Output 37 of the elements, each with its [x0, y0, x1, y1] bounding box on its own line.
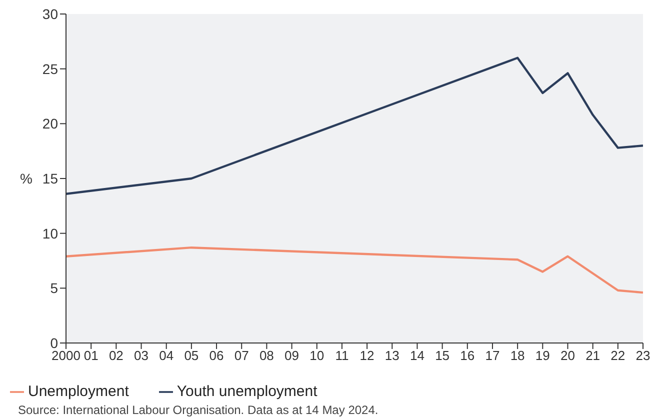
y-tick-label: 25	[42, 60, 58, 77]
x-tick-label: 11	[335, 348, 349, 364]
y-tick-label: 5	[50, 280, 58, 296]
line-series	[66, 56, 643, 195]
x-tick-label: 20	[560, 348, 575, 364]
x-tick-label: 04	[159, 348, 174, 364]
legend-label: Unemployment	[28, 383, 129, 400]
x-tick-label: 06	[209, 348, 224, 364]
y-tick-label: 10	[42, 225, 58, 242]
x-tick-label: 03	[134, 348, 148, 364]
y-axis-title: %	[20, 170, 32, 186]
x-tick-label: 07	[234, 348, 249, 364]
x-tick-label: 13	[384, 348, 400, 364]
x-tick-label: 05	[184, 348, 199, 364]
x-tick-label: 2000	[52, 348, 80, 364]
y-tick-label: 30	[42, 6, 58, 22]
source-note: Source: International Labour Organisation. Data as at 14 May 2024.	[18, 403, 378, 417]
x-tick-label: 02	[108, 348, 124, 364]
x-tick-label: 18	[510, 348, 525, 364]
legend-label: Youth unemployment	[176, 383, 318, 400]
x-tick-label: 21	[586, 348, 600, 364]
x-tick-label: 17	[485, 348, 500, 364]
y-tick-label: 0	[50, 334, 58, 351]
y-tick-label: 20	[42, 116, 58, 132]
x-tick-label: 08	[259, 348, 274, 364]
x-tick-label: 12	[360, 348, 374, 364]
x-tick-label: 10	[310, 348, 324, 364]
line-series	[66, 246, 643, 294]
x-tick-label: 19	[535, 348, 550, 364]
x-tick-label: 16	[460, 348, 475, 364]
x-tick-label: 22	[610, 348, 626, 364]
x-tick-label: 09	[284, 348, 300, 364]
x-tick-label: 23	[636, 348, 650, 364]
x-tick-label: 14	[410, 348, 424, 364]
x-tick-label: 01	[84, 348, 98, 364]
y-tick-label: 15	[42, 170, 58, 186]
x-tick-label: 15	[435, 348, 450, 364]
